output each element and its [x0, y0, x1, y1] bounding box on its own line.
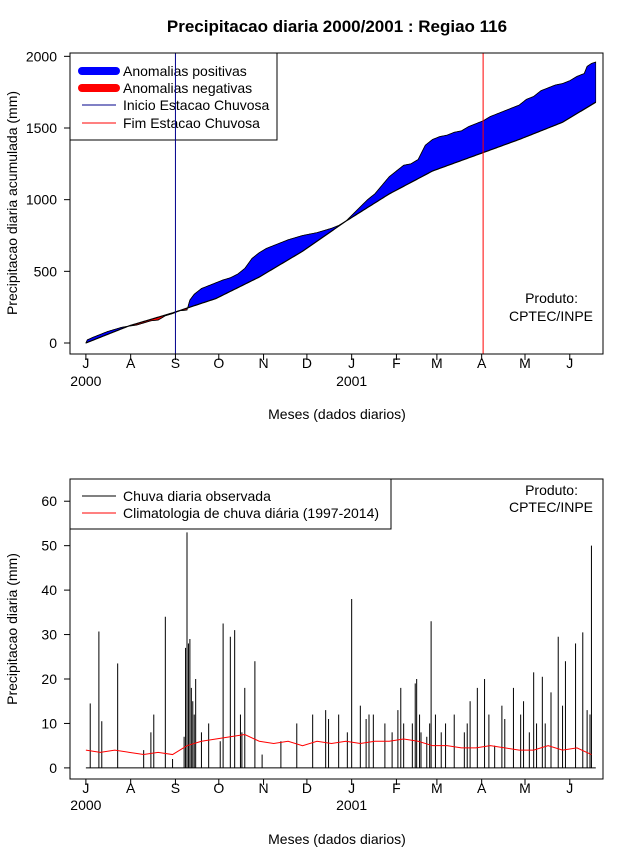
chart2-xtick-label: J: [82, 780, 89, 796]
legend-entry-positive: Anomalias positivas: [123, 63, 247, 79]
chart1-title: Precipitacao diaria 2000/2001 : Regiao 1…: [167, 17, 507, 36]
chart2-legend-box: [69, 478, 392, 530]
chart1-ytick-label: 1000: [26, 192, 57, 208]
chart2-ytick-label: 10: [41, 715, 57, 731]
chart1-xtick-label: M: [519, 355, 531, 371]
chart2-xtick-label: A: [126, 780, 136, 796]
chart2-xtick-label: M: [519, 780, 531, 796]
chart2-xtick-label: N: [258, 780, 268, 796]
chart1-data-area: [85, 61, 597, 344]
chart2-xtick-label: O: [213, 780, 224, 796]
chart1-xtick-label: F: [392, 355, 401, 371]
chart2-xtick-label: D: [302, 780, 312, 796]
climatology-line: [85, 734, 592, 756]
chart2-ytick-label: 30: [41, 627, 57, 643]
chart1-xlabel: Meses (dados diarios): [268, 406, 406, 422]
chart2-ytick-label: 60: [41, 493, 57, 509]
chart2-year-label: 2001: [336, 797, 367, 813]
chart2-ylabel: Precipitacao diaria (mm): [4, 553, 20, 705]
chart2-ytick-label: 50: [41, 538, 57, 554]
chart1-ytick-label: 1500: [26, 120, 57, 136]
chart2-xlabel: Meses (dados diarios): [268, 831, 406, 847]
chart2-annotation-line2: CPTEC/INPE: [509, 499, 593, 515]
chart2-xtick-label: F: [392, 780, 401, 796]
legend-entry-negative: Anomalias negativas: [123, 80, 252, 96]
chart1-year-label: 2000: [70, 373, 101, 389]
chart2-annotation-line1: Produto:: [525, 482, 578, 498]
legend-entry-observed: Chuva diaria observada: [123, 488, 271, 504]
chart1-xtick-label: O: [213, 355, 224, 371]
legend-entry-start: Inicio Estacao Chuvosa: [123, 97, 270, 113]
chart1-ytick-label: 0: [49, 335, 57, 351]
chart1-ytick-label: 2000: [26, 48, 57, 64]
climatology-cumulative-line: [85, 101, 597, 344]
chart2-ytick-label: 20: [41, 671, 57, 687]
chart1-xtick-label: N: [258, 355, 268, 371]
chart1-xtick-label: A: [126, 355, 136, 371]
chart1-xtick-label: M: [431, 355, 443, 371]
chart2-xtick-label: J: [348, 780, 355, 796]
chart1-year-label: 2001: [336, 373, 367, 389]
chart2-year-label: 2000: [70, 797, 101, 813]
chart1-xtick-label: J: [348, 355, 355, 371]
chart1-xtick-label: A: [477, 355, 487, 371]
chart1-xtick-label: D: [302, 355, 312, 371]
observed-cumulative-line: [85, 61, 596, 344]
chart2-legend: Chuva diaria observada Climatologia de c…: [69, 478, 392, 530]
chart1-plot: 0 500 1000 1500 2000 J A S O N D J F M A M J 2000 2001: [26, 48, 604, 389]
chart1-xtick-label: J: [566, 355, 573, 371]
legend-entry-climatology: Climatologia de chuva diária (1997-2014): [123, 505, 379, 521]
chart1-xtick-label: S: [171, 355, 180, 371]
chart2-xtick-label: S: [171, 780, 180, 796]
chart2-xtick-label: M: [431, 780, 443, 796]
chart1-ytick-label: 500: [34, 263, 58, 279]
chart2-xtick-label: A: [477, 780, 487, 796]
chart1-annotation-line1: Produto:: [525, 290, 578, 306]
chart1-xtick-label: J: [82, 355, 89, 371]
chart1-legend: Anomalias positivas Anomalias negativas …: [69, 52, 278, 141]
chart2-ytick-label: 0: [49, 760, 57, 776]
chart1-ylabel: Precipitacao diaria acumulada (mm): [4, 91, 20, 315]
chart2-xtick-label: J: [566, 780, 573, 796]
chart2-data-area: [85, 532, 596, 769]
legend-entry-end: Fim Estacao Chuvosa: [123, 115, 260, 131]
chart2-ytick-label: 40: [41, 582, 57, 598]
chart1-annotation-line2: CPTEC/INPE: [509, 308, 593, 324]
